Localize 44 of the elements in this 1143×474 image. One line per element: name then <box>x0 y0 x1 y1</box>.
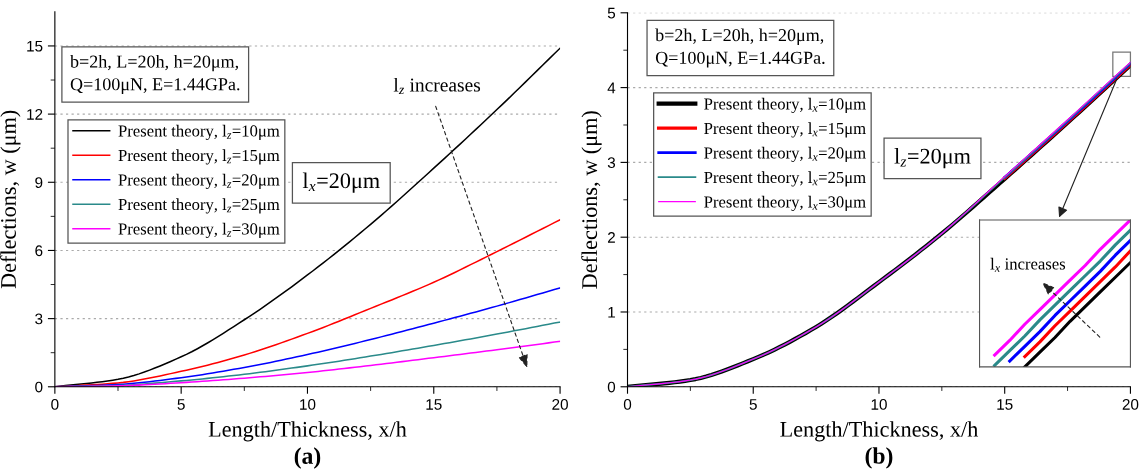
x-tick-label: 15 <box>997 399 1013 410</box>
x-tick-label: 0 <box>623 398 632 410</box>
text: (a) <box>294 447 321 469</box>
annotation: l$_{x}$ increases <box>990 257 1066 272</box>
legend-label: Present theory, l$_{x}$=25μm <box>704 171 866 187</box>
annotation: l$_{x}$=20μm <box>302 172 380 193</box>
y-tick-label: 4 <box>607 82 616 94</box>
legend-label: Present theory, l$_{x}$=10μm <box>704 97 866 113</box>
y-tick-label: 0 <box>607 381 616 393</box>
y-tick-label: 12 <box>27 108 43 120</box>
legend-label: Present theory, l$_{z}$=15μm <box>118 149 280 165</box>
x-tick-label: 10 <box>300 398 316 410</box>
y-tick-label: 3 <box>35 313 43 325</box>
legend-label: Present theory, l$_{x}$=15μm <box>704 122 866 138</box>
legend-label: Present theory, l$_{z}$=25μm <box>118 198 280 214</box>
legend-label: Present theory, l$_{x}$=20μm <box>704 146 866 162</box>
legend-label: Present theory, l$_{x}$=30μm <box>704 195 866 211</box>
y-axis-title: Deflections, w (μm) <box>0 110 21 289</box>
x-tick-label: 20 <box>552 398 568 410</box>
annotation: l$_{z}$=20μm <box>894 148 971 169</box>
y-tick-label: 0 <box>35 381 43 393</box>
y-tick-label: 6 <box>35 245 43 257</box>
x-axis-title: Length/Thickness, x/h <box>780 421 979 442</box>
x-tick-label: 10 <box>871 398 887 410</box>
x-tick-label: 0 <box>51 398 59 410</box>
y-tick-label: 1 <box>608 307 615 318</box>
legend-label: Present theory, l$_{z}$=30μm <box>118 222 280 238</box>
y-tick-label: 9 <box>35 177 43 188</box>
y-tick-label: 15 <box>27 40 43 52</box>
text: (b) <box>865 447 893 469</box>
legend-label: Present theory, l$_{z}$=10μm <box>118 124 280 140</box>
y-tick-label: 3 <box>607 157 616 169</box>
annotation: l$_{z}$ increases <box>393 77 481 95</box>
x-axis-title: Length/Thickness, x/h <box>208 421 407 442</box>
y-tick-label: 5 <box>607 7 616 19</box>
annotation: b=2h, L=20h, h=20μm, Q=100μN, E=1.44GPa. <box>70 54 240 95</box>
x-tick-label: 20 <box>1122 398 1139 410</box>
y-tick-label: 2 <box>607 232 615 243</box>
legend-label: Present theory, l$_{z}$=20μm <box>118 173 280 189</box>
y-axis-title: Deflections, w (μm) <box>581 111 602 289</box>
x-tick-label: 15 <box>426 399 442 410</box>
x-tick-label: 5 <box>749 399 757 410</box>
x-tick-label: 5 <box>177 399 185 410</box>
annotation: b=2h, L=20h, h=20μm, Q=100μN, E=1.44GPa. <box>655 28 825 68</box>
